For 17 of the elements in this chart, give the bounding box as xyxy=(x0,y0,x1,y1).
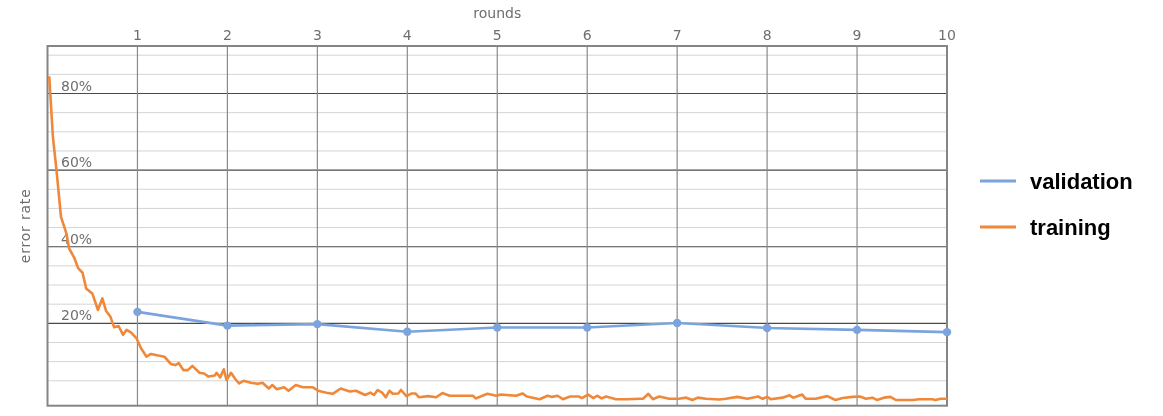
x-tick-label: 7 xyxy=(672,27,682,43)
x-tick-label: 5 xyxy=(492,27,502,43)
x-tick-label: 6 xyxy=(582,27,592,43)
x-tick-label: 2 xyxy=(222,27,232,43)
x-tick-label: 9 xyxy=(852,27,862,43)
x-tick-label: 8 xyxy=(762,27,772,43)
legend-label: validation xyxy=(1030,169,1133,194)
x-tick-label: 4 xyxy=(402,27,412,43)
x-tick-label: 1 xyxy=(132,27,142,43)
y-tick-label: 20% xyxy=(61,307,93,324)
y-tick-label: 60% xyxy=(61,154,93,171)
x-tick-label: 10 xyxy=(938,27,956,43)
legend-label: training xyxy=(1030,215,1111,240)
y-tick-label: 80% xyxy=(61,77,93,94)
y-axis-title: error rate xyxy=(17,188,33,264)
x-axis-title: rounds xyxy=(473,5,522,21)
x-tick-label: 3 xyxy=(312,27,322,43)
